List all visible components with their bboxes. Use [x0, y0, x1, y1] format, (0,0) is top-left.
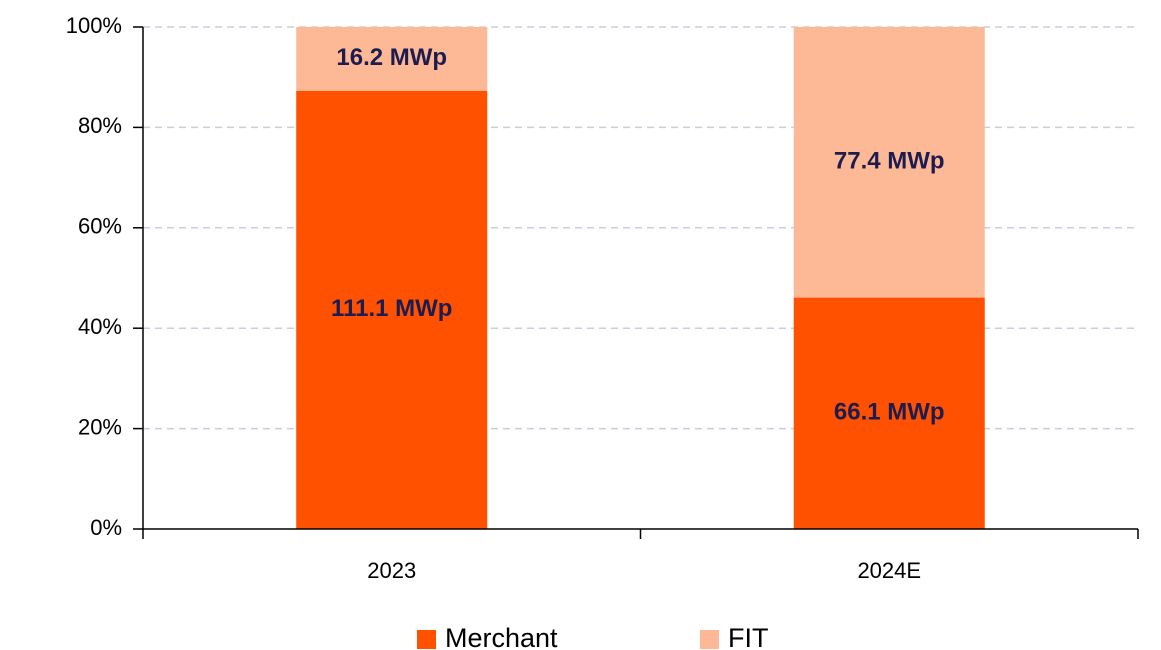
- value-label: 16.2 MWp: [336, 44, 447, 71]
- value-label: 77.4 MWp: [834, 148, 945, 175]
- legend-swatch: [700, 630, 719, 649]
- x-tick-label: 2023: [367, 558, 416, 583]
- bar-segment: [296, 27, 488, 91]
- y-tick-label: 20%: [78, 414, 122, 439]
- legend-label: FIT: [728, 623, 769, 650]
- y-tick-label: 60%: [78, 214, 122, 239]
- legend-swatch: [417, 630, 436, 649]
- y-tick-label: 40%: [78, 314, 122, 339]
- y-tick-label: 0%: [90, 515, 122, 540]
- x-tick-label: 2024E: [857, 558, 921, 583]
- bar-segment: [793, 27, 985, 298]
- bar-segment: [296, 90, 488, 529]
- y-tick-label: 80%: [78, 113, 122, 138]
- y-tick-label: 100%: [66, 13, 122, 38]
- bar-segment: [793, 297, 985, 529]
- value-label: 66.1 MWp: [834, 399, 945, 426]
- value-label: 111.1 MWp: [331, 295, 452, 322]
- legend-label: Merchant: [445, 623, 558, 650]
